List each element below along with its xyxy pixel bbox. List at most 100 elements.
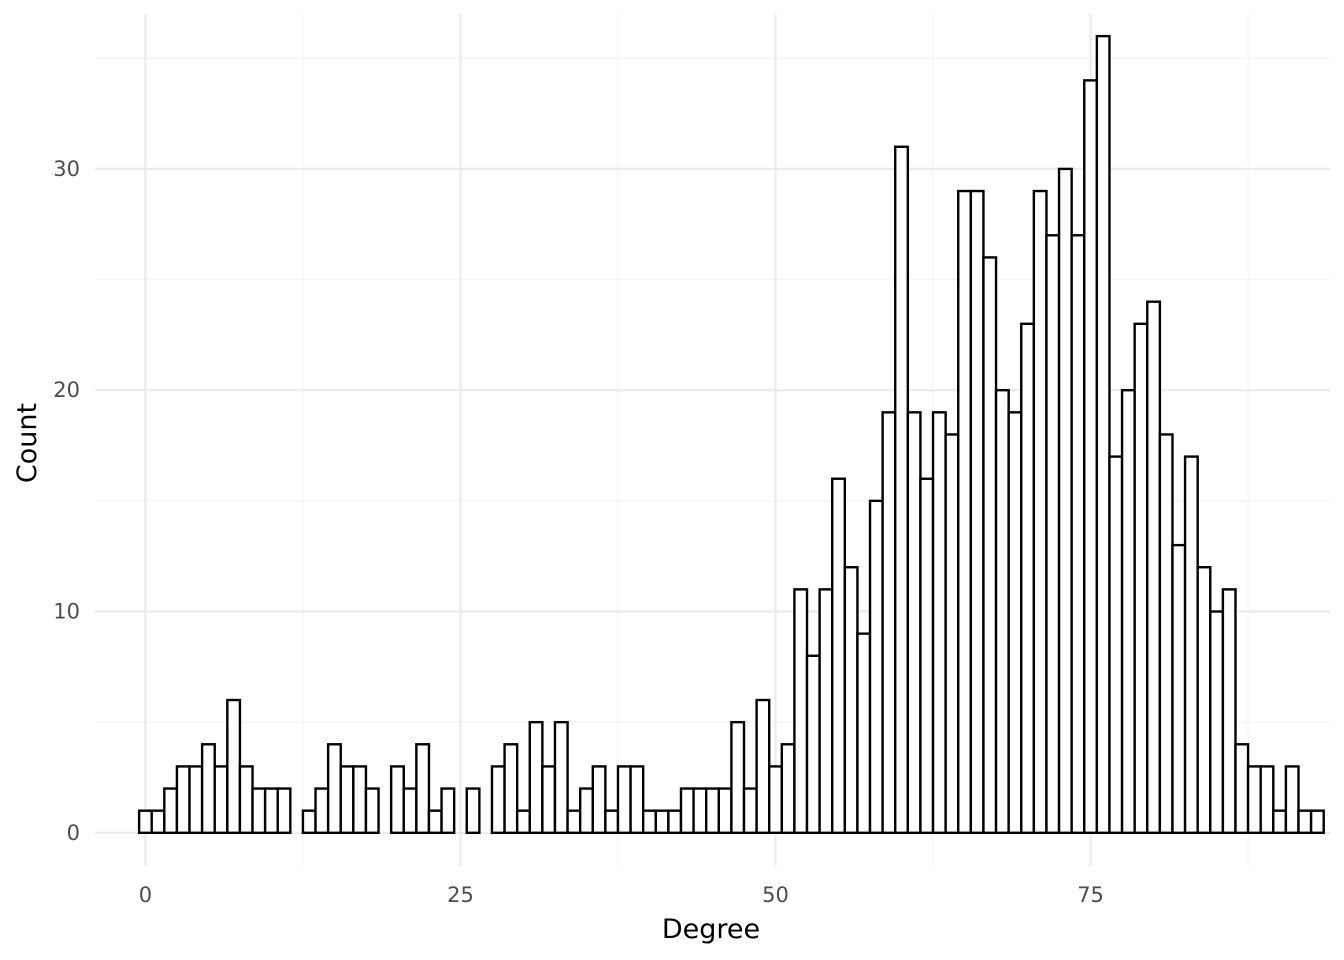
histogram-bar [263, 787, 279, 835]
histogram-bar [276, 787, 292, 835]
histogram-bar [1221, 588, 1237, 835]
histogram-bar [541, 765, 557, 835]
histogram-bar [200, 743, 216, 835]
histogram-bar [1032, 189, 1048, 835]
histogram-bar [1108, 455, 1124, 835]
histogram-bar [238, 765, 254, 835]
histogram-bar [553, 720, 569, 835]
histogram-bar [944, 433, 960, 835]
histogram-bar [1209, 610, 1225, 835]
histogram-bar [402, 787, 418, 835]
histogram-bar [604, 809, 620, 835]
histogram-bar [427, 809, 443, 835]
histogram-bar [843, 566, 859, 835]
histogram-bar [616, 765, 632, 835]
histogram-bar [1171, 543, 1187, 835]
tick-labels: 0 25 50 75 0 10 20 30 [53, 157, 1104, 907]
histogram-bar [251, 787, 267, 835]
histogram-bar [1057, 167, 1073, 835]
histogram-bar [919, 477, 935, 835]
histogram-bar [389, 765, 405, 835]
histogram-bar [1297, 809, 1313, 835]
histogram-bar [994, 389, 1010, 835]
histogram-bar [578, 787, 594, 835]
x-axis-title: Degree [662, 914, 760, 945]
histogram-bar [339, 765, 355, 835]
histogram-bar [1309, 809, 1325, 835]
y-axis-title: Count [12, 403, 43, 483]
histogram-bar [641, 809, 657, 835]
histogram-bar [730, 720, 746, 835]
histogram-bar [931, 411, 947, 835]
y-tick-label: 30 [53, 157, 80, 181]
histogram-bar [704, 787, 721, 835]
histogram-bars [137, 34, 1325, 835]
histogram-bar [188, 765, 204, 835]
histogram-bar [755, 698, 771, 835]
x-tick-label: 0 [139, 883, 152, 907]
x-tick-label: 25 [447, 883, 474, 907]
histogram-bar [415, 743, 431, 835]
histogram-bar [780, 743, 796, 835]
histogram-bar [226, 698, 242, 835]
histogram-bar [1007, 411, 1023, 835]
histogram-bar [679, 787, 695, 835]
histogram-bar [503, 743, 519, 835]
histogram-bar [742, 787, 758, 835]
histogram-bar [352, 765, 368, 835]
histogram-bar [326, 743, 342, 835]
histogram-bar [1095, 34, 1111, 835]
y-tick-label: 20 [53, 378, 80, 402]
histogram-bar [1183, 455, 1199, 835]
histogram-bar [768, 765, 784, 835]
histogram-bar [566, 809, 582, 835]
histogram-bar [667, 809, 683, 835]
histogram-bar [1146, 300, 1162, 835]
histogram-bar [1158, 433, 1174, 835]
histogram-bar [150, 809, 166, 835]
histogram-bar [805, 654, 821, 835]
histogram-bar [868, 499, 884, 835]
histogram-bar [1259, 765, 1275, 835]
histogram-bar [1196, 566, 1212, 835]
histogram-bar [1020, 322, 1036, 835]
histogram-bar [175, 765, 191, 835]
histogram-bar [1284, 765, 1300, 835]
histogram-bar [831, 477, 847, 835]
histogram-bar [465, 787, 481, 835]
y-tick-label: 10 [53, 600, 80, 624]
histogram-bar [1246, 765, 1262, 835]
histogram-bar [440, 787, 456, 835]
histogram-bar [982, 256, 998, 835]
histogram-bar [137, 809, 153, 835]
histogram-bar [314, 787, 330, 835]
x-tick-label: 50 [762, 883, 789, 907]
x-tick-label: 75 [1077, 883, 1104, 907]
histogram-bar [1272, 809, 1288, 835]
histogram-bar [591, 765, 607, 835]
histogram-bar [301, 809, 317, 835]
histogram-bar [1070, 234, 1086, 835]
histogram-bar [515, 809, 531, 835]
histogram-bar [490, 765, 506, 835]
histogram-bar [894, 145, 910, 835]
histogram-bar [629, 765, 645, 835]
histogram-bar [818, 588, 834, 835]
y-tick-label: 0 [67, 821, 80, 845]
histogram-bar [1234, 743, 1250, 835]
histogram-bar [364, 787, 380, 835]
histogram-bar [906, 411, 922, 835]
histogram-bar [692, 787, 708, 835]
histogram-bar [1045, 234, 1061, 835]
histogram-bar [213, 765, 229, 835]
histogram-bar [957, 189, 973, 835]
histogram-bar [717, 787, 733, 835]
histogram-bar [1133, 322, 1149, 835]
histogram-bar [969, 189, 985, 835]
histogram-bar [654, 809, 670, 835]
histogram-bar [856, 632, 872, 835]
histogram-bar [528, 720, 544, 835]
histogram-bar [793, 588, 809, 835]
histogram-bar [1083, 79, 1099, 835]
